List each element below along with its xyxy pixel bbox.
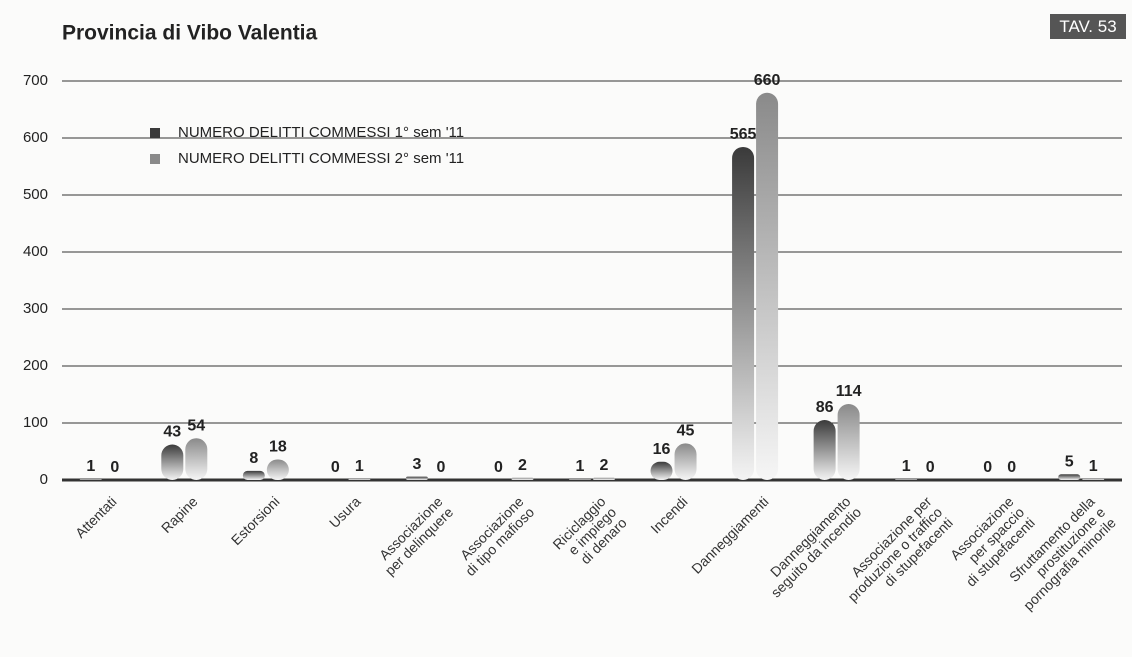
y-tick-label: 400 <box>23 243 48 260</box>
value-label: 0 <box>331 459 340 476</box>
legend-swatch <box>150 154 160 164</box>
y-tick-label: 0 <box>40 471 48 488</box>
bar <box>593 477 615 480</box>
value-label: 565 <box>730 126 757 143</box>
y-tick-label: 200 <box>23 357 48 374</box>
value-label: 0 <box>926 459 935 476</box>
value-label: 45 <box>677 423 695 440</box>
bar <box>161 444 184 480</box>
value-label: 2 <box>600 457 609 474</box>
bar-group <box>650 461 673 480</box>
bar-group <box>895 478 918 480</box>
value-label: 0 <box>110 459 119 476</box>
value-label: 3 <box>412 456 421 473</box>
legend-swatch <box>150 128 160 138</box>
bar-group <box>266 459 289 480</box>
bar-group <box>593 477 615 480</box>
value-label: 1 <box>1089 458 1098 475</box>
value-label: 8 <box>249 450 258 467</box>
bar <box>650 461 673 480</box>
value-label: 0 <box>1007 459 1016 476</box>
y-tick-label: 600 <box>23 129 48 146</box>
value-label: 86 <box>816 399 834 416</box>
value-label: 16 <box>653 441 671 458</box>
legend-label: NUMERO DELITTI COMMESSI 2° sem '11 <box>178 150 464 167</box>
bar-group <box>1082 478 1105 480</box>
bar <box>569 478 591 480</box>
bar-group <box>348 478 371 480</box>
value-label: 54 <box>187 417 205 434</box>
value-label: 0 <box>436 459 445 476</box>
bar-group <box>185 438 208 480</box>
value-label: 1 <box>576 458 585 475</box>
value-label: 0 <box>494 459 503 476</box>
y-tick-label: 100 <box>23 414 48 431</box>
bar <box>895 478 918 480</box>
y-tick-label: 300 <box>23 300 48 317</box>
value-label: 660 <box>754 72 781 89</box>
value-label: 1 <box>86 458 95 475</box>
value-label: 0 <box>983 459 992 476</box>
bar-group <box>756 92 779 481</box>
value-label: 1 <box>355 458 364 475</box>
bar-group <box>569 478 591 480</box>
bar-group <box>405 476 428 480</box>
bar-group <box>674 443 697 480</box>
bar-group <box>242 470 265 480</box>
bar-group <box>1058 474 1081 480</box>
bar <box>674 443 697 480</box>
y-tick-label: 700 <box>23 72 48 89</box>
bar <box>405 476 428 480</box>
y-tick-label: 500 <box>23 186 48 203</box>
bar <box>242 470 265 480</box>
bar-group <box>161 444 184 480</box>
bar <box>837 404 860 480</box>
bar <box>1082 478 1105 480</box>
chart-title: Provincia di Vibo Valentia <box>62 22 318 45</box>
bar <box>348 478 371 480</box>
bar <box>266 459 289 480</box>
value-label: 114 <box>836 383 862 400</box>
value-label: 2 <box>518 457 527 474</box>
bar-group <box>511 477 534 480</box>
bar <box>1058 474 1081 480</box>
bar-group <box>837 404 860 480</box>
value-label: 5 <box>1065 454 1074 471</box>
value-label: 43 <box>163 424 181 441</box>
table-number: TAV. 53 <box>1050 14 1126 39</box>
bar <box>79 478 102 480</box>
bar <box>732 146 755 480</box>
bar <box>813 419 836 480</box>
bar <box>185 438 208 480</box>
legend-label: NUMERO DELITTI COMMESSI 1° sem '11 <box>178 124 464 141</box>
bar-group <box>79 478 102 480</box>
bar-group <box>813 419 836 480</box>
value-label: 18 <box>269 439 287 456</box>
bar-group <box>732 146 755 480</box>
value-label: 1 <box>902 458 911 475</box>
bar <box>756 92 779 481</box>
bar <box>511 477 534 480</box>
